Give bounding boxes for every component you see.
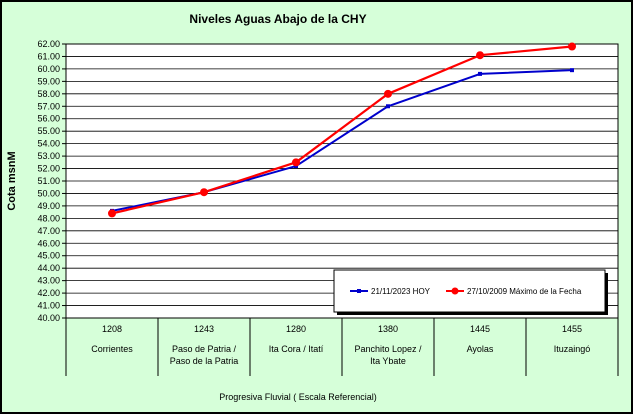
y-tick-label: 42.00 [37,288,60,298]
legend-box [333,269,606,313]
category-code-label: 1243 [194,324,214,334]
y-tick-label: 59.00 [37,76,60,86]
legend: 21/11/2023 HOY 27/10/2009 Máximo de la Fe… [333,269,608,315]
category-name-label: Paso de Patria / [172,344,237,354]
category-name-label: Ita Ybate [370,356,406,366]
y-tick-label: 58.00 [37,89,60,99]
y-tick-label: 57.00 [37,101,60,111]
category-code-label: 1455 [562,324,582,334]
category-code-label: 1380 [378,324,398,334]
y-tick-label: 62.00 [37,39,60,49]
series-point [386,104,390,109]
series-point [108,209,116,218]
y-tick-label: 49.00 [37,201,60,211]
chart-title: Niveles Aguas Abajo de la CHY [189,12,366,26]
y-tick-label: 54.00 [37,139,60,149]
series-point [570,68,574,73]
legend-entry-label: 21/11/2023 HOY [371,287,431,296]
category-name-label: Corrientes [91,344,133,354]
category-code-label: 1280 [286,324,306,334]
y-axis-title: Cota msnM [6,151,18,210]
y-axis-ticks: 40.00 41.00 42.00 43.00 44.00 45.00 46.00 47.00… [37,39,66,323]
y-tick-label: 52.00 [37,164,60,174]
y-tick-label: 47.00 [37,226,60,236]
x-axis-title: Progresiva Fluvial ( Escala Referencial) [219,392,377,402]
y-tick-label: 50.00 [37,188,60,198]
series-point [478,71,482,76]
category-name-label: Panchito Lopez / [354,344,422,354]
y-tick-label: 44.00 [37,263,60,273]
category-code-label: 1208 [102,324,122,334]
y-tick-label: 46.00 [37,238,60,248]
category-name-label: Ita Cora / Itatí [269,344,324,354]
y-tick-label: 40.00 [37,313,60,323]
category-axis: 1208 Corrientes 1243 Paso de Patria / Paso d… [65,317,619,376]
series-line [111,45,573,215]
legend-entry-label: 27/10/2009 Máximo de la Fecha [467,287,582,296]
series-point [568,42,576,51]
category-code-label: 1445 [470,324,490,334]
series-point [200,188,208,197]
y-tick-label: 41.00 [37,301,60,311]
y-tick-label: 48.00 [37,213,60,223]
category-name-label: Paso de la Patria [170,356,239,366]
series-point [476,51,484,60]
category-name-label: Ayolas [467,344,494,354]
legend-swatch-marker [357,289,361,293]
series-layer [108,42,576,218]
y-tick-label: 51.00 [37,176,60,186]
category-name-label: Ituzaingó [554,344,591,354]
y-tick-label: 53.00 [37,151,60,161]
y-tick-label: 43.00 [37,276,60,286]
legend-swatch-marker [451,287,459,295]
y-tick-label: 61.00 [37,51,60,61]
y-tick-label: 60.00 [37,64,60,74]
y-tick-label: 55.00 [37,126,60,136]
gridlines [66,56,618,306]
series-point [384,89,392,98]
series-point [292,158,300,167]
y-tick-label: 45.00 [37,251,60,261]
y-tick-label: 56.00 [37,114,60,124]
